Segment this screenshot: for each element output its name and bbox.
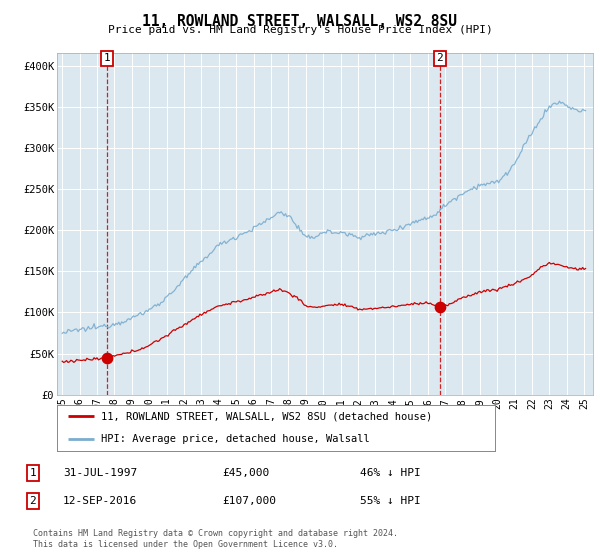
Text: 1: 1 bbox=[29, 468, 37, 478]
Text: 12-SEP-2016: 12-SEP-2016 bbox=[63, 496, 137, 506]
Text: 31-JUL-1997: 31-JUL-1997 bbox=[63, 468, 137, 478]
Point bbox=[103, 353, 112, 362]
Text: HPI: Average price, detached house, Walsall: HPI: Average price, detached house, Wals… bbox=[101, 435, 370, 444]
Text: 46% ↓ HPI: 46% ↓ HPI bbox=[360, 468, 421, 478]
Text: Price paid vs. HM Land Registry's House Price Index (HPI): Price paid vs. HM Land Registry's House … bbox=[107, 25, 493, 35]
Text: 11, ROWLAND STREET, WALSALL, WS2 8SU (detached house): 11, ROWLAND STREET, WALSALL, WS2 8SU (de… bbox=[101, 412, 432, 421]
Text: 11, ROWLAND STREET, WALSALL, WS2 8SU: 11, ROWLAND STREET, WALSALL, WS2 8SU bbox=[143, 14, 458, 29]
Text: Contains HM Land Registry data © Crown copyright and database right 2024.
This d: Contains HM Land Registry data © Crown c… bbox=[33, 529, 398, 549]
Text: 2: 2 bbox=[437, 53, 443, 63]
Point bbox=[435, 302, 445, 311]
Text: 2: 2 bbox=[29, 496, 37, 506]
Text: £45,000: £45,000 bbox=[222, 468, 269, 478]
Text: £107,000: £107,000 bbox=[222, 496, 276, 506]
Text: 1: 1 bbox=[104, 53, 110, 63]
Text: 55% ↓ HPI: 55% ↓ HPI bbox=[360, 496, 421, 506]
